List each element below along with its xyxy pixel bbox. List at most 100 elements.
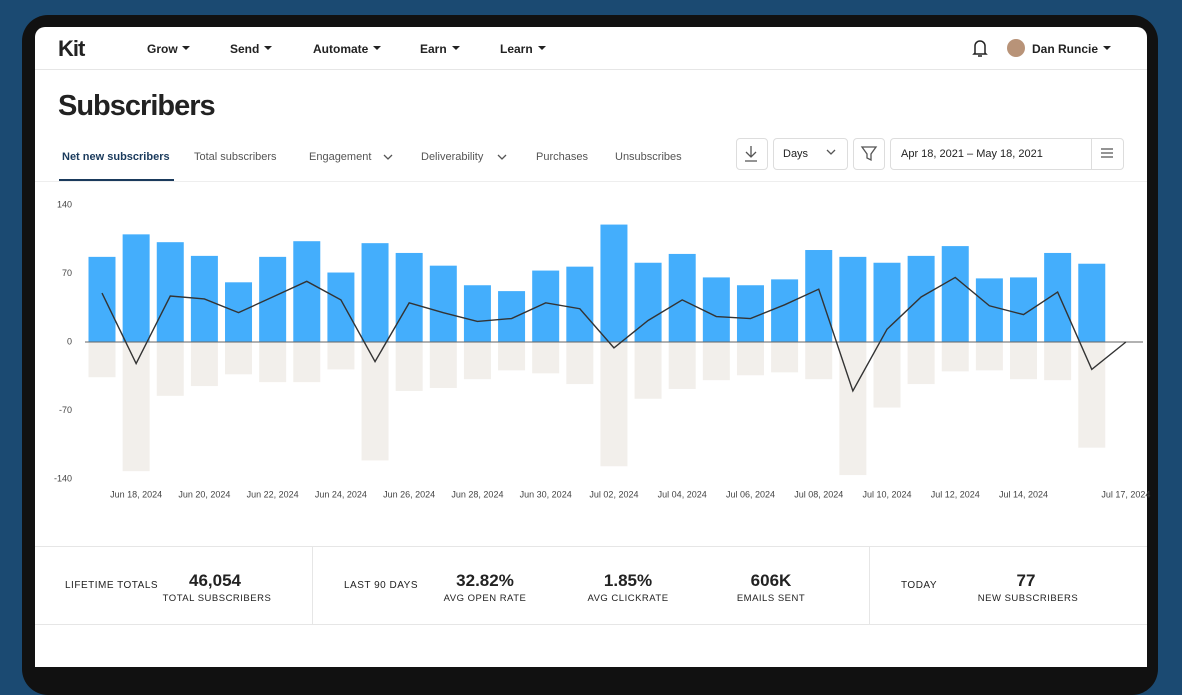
stat-group-label: TODAY	[901, 580, 938, 591]
bar	[1044, 342, 1072, 381]
divider	[869, 547, 870, 624]
control-icons	[745, 146, 1113, 162]
bar	[361, 243, 389, 342]
divider	[35, 69, 1147, 70]
tab[interactable]: Net new subscribers	[62, 151, 170, 163]
x-tick-label: Jun 18, 2024	[110, 489, 162, 499]
date-range-label: Apr 18, 2021 – May 18, 2021	[901, 148, 1043, 160]
x-tick-label: Jul 17, 2024	[1101, 489, 1150, 499]
bar	[736, 285, 764, 342]
user-name[interactable]: Dan Runcie	[1032, 42, 1099, 56]
stat-label: AVG CLICKRATE	[587, 593, 669, 604]
divider	[35, 181, 1147, 182]
bar	[259, 342, 287, 383]
bar	[190, 342, 218, 387]
bar	[702, 277, 730, 342]
chart: 140 70 0 -70 -140 Jun 18, 2024 Jun 20, 2024 Jun…	[54, 199, 1150, 499]
nav-item[interactable]: Automate	[313, 42, 369, 56]
bar	[600, 342, 628, 467]
bar	[88, 342, 116, 378]
bar	[805, 250, 833, 342]
y-tick-label: -70	[59, 405, 72, 415]
bar	[975, 342, 1003, 371]
tab-underline	[59, 179, 174, 181]
bar	[1078, 342, 1106, 448]
filter-button[interactable]	[853, 138, 885, 170]
nav-item[interactable]: Send	[230, 42, 260, 56]
bar	[327, 342, 355, 370]
x-tick-label: Jun 30, 2024	[520, 489, 572, 499]
bar	[600, 224, 628, 342]
bar	[156, 342, 184, 396]
bar	[771, 342, 799, 373]
bar	[498, 342, 526, 371]
nav-item[interactable]: Earn	[420, 42, 447, 56]
bar	[259, 256, 287, 342]
page-title: Subscribers	[58, 90, 216, 122]
x-tick-label: Jun 26, 2024	[383, 489, 435, 499]
tab[interactable]: Total subscribers	[194, 151, 277, 163]
divider	[35, 624, 1147, 625]
stat-group-label: LAST 90 DAYS	[344, 580, 418, 591]
download-button[interactable]	[736, 138, 768, 170]
y-tick-label: -140	[54, 473, 72, 483]
x-tick-label: Jun 24, 2024	[315, 489, 367, 499]
divider	[312, 547, 313, 624]
tab[interactable]: Purchases	[536, 151, 588, 163]
bar	[873, 342, 901, 408]
bar	[702, 342, 730, 381]
nav-item[interactable]: Grow	[147, 42, 178, 56]
tab[interactable]: Engagement	[309, 151, 372, 163]
page: Kit Grow Send Automate Earn Learn Dan Ru…	[22, 15, 1158, 695]
period-label: Days	[783, 148, 809, 160]
stat-label: NEW SUBSCRIBERS	[977, 593, 1079, 604]
bar	[1010, 277, 1038, 342]
bar	[395, 252, 423, 342]
bar	[941, 342, 969, 372]
bar	[839, 256, 867, 342]
tab[interactable]: Unsubscribes	[615, 151, 682, 163]
bar	[771, 279, 799, 342]
period-select[interactable]: Days	[773, 138, 848, 170]
date-range[interactable]: Apr 18, 2021 – May 18, 2021	[890, 138, 1124, 170]
y-tick-label: 70	[62, 268, 72, 278]
bar	[566, 342, 594, 385]
stat-group-label: LIFETIME TOTALS	[65, 580, 159, 591]
nav-item[interactable]: Learn	[500, 42, 533, 56]
bar	[1044, 252, 1072, 342]
bar	[122, 342, 150, 472]
stat-label: EMAILS SENT	[736, 593, 806, 604]
bar	[634, 262, 662, 342]
bar	[122, 234, 150, 342]
bar	[293, 342, 321, 383]
net-line	[101, 276, 1127, 393]
bar	[634, 342, 662, 399]
x-tick-label: Jul 12, 2024	[931, 489, 980, 499]
x-tick-label: Jul 10, 2024	[862, 489, 911, 499]
bar	[975, 278, 1003, 342]
stat-label: AVG OPEN RATE	[443, 593, 527, 604]
divider	[35, 546, 1147, 547]
bar	[668, 342, 696, 389]
stat-value: 1.85%	[603, 571, 653, 590]
bar	[498, 291, 526, 342]
stat-value: 32.82%	[456, 571, 514, 590]
x-tick-label: Jun 20, 2024	[178, 489, 230, 499]
bar	[361, 342, 389, 461]
bar	[463, 342, 491, 380]
bar	[429, 265, 457, 342]
bar	[429, 342, 457, 388]
bar	[88, 256, 116, 342]
stat-value: 46,054	[189, 571, 241, 590]
logo[interactable]: Kit	[58, 36, 85, 61]
y-tick-label: 0	[67, 336, 72, 346]
x-tick-label: Jun 22, 2024	[247, 489, 299, 499]
bar	[805, 342, 833, 380]
x-tick-label: Jun 28, 2024	[451, 489, 503, 499]
x-tick-label: Jul 06, 2024	[726, 489, 775, 499]
bar	[907, 255, 935, 342]
bar	[941, 246, 969, 342]
tab[interactable]: Deliverability	[421, 151, 484, 163]
stat-value: 606K	[750, 571, 792, 590]
x-tick-label: Jul 14, 2024	[999, 489, 1048, 499]
